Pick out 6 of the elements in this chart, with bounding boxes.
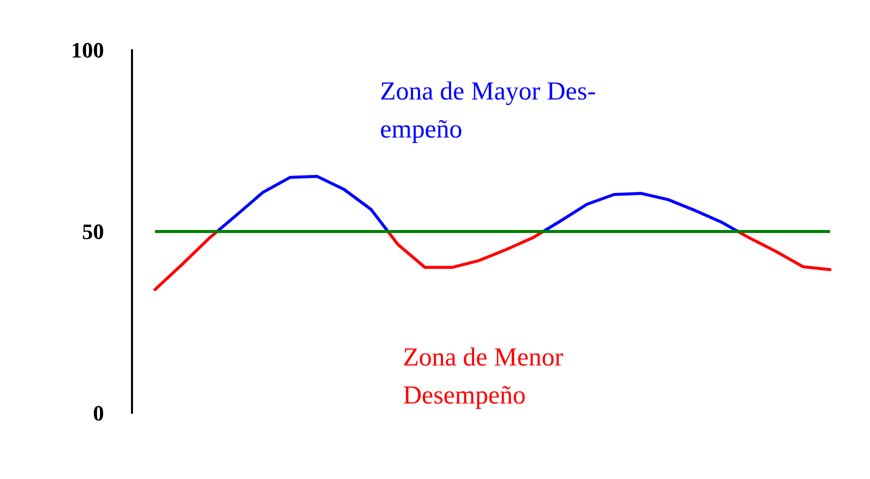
line-series [154,174,832,292]
annotation: Zona de Menor Desempeño [403,342,564,410]
y-tick-label: 0 [93,400,104,426]
annotation: Zona de Mayor Des- empeño [380,76,596,144]
y-tick-label: 100 [71,38,104,62]
y-tick-label: 50 [82,219,104,244]
